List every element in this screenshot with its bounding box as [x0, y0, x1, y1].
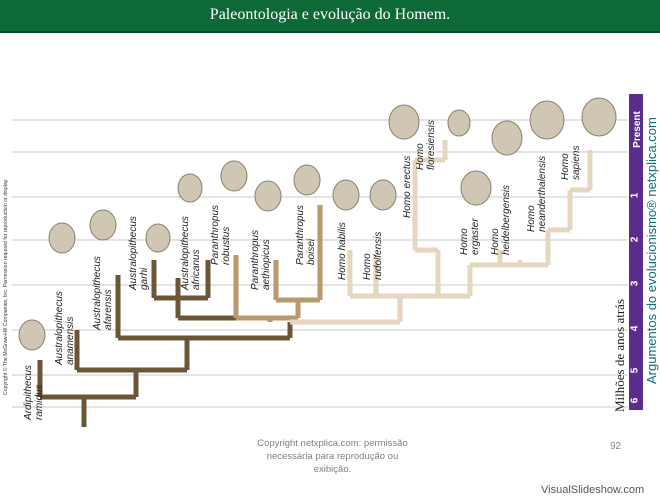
skull-markers	[18, 97, 617, 351]
skull-icon	[447, 109, 471, 137]
page-title: Paleontologia e evolução do Homem.	[209, 6, 451, 23]
footer-copyright: Copyright netxplica.com: permissão neces…	[250, 437, 415, 476]
skull-icon	[48, 222, 76, 254]
skull-icon	[254, 180, 282, 212]
time-scale-bar: Present 1 2 3 4 5 6	[629, 94, 643, 410]
species-label-erectus: Homo erectus	[402, 156, 413, 218]
species-label-floresiensis: Homofloresiensis	[415, 120, 437, 170]
skull-icon	[145, 223, 171, 253]
species-label-africanus: Australopithecusafricanus	[180, 216, 202, 291]
vertical-caption: Argumentos do evolucionismo® netxplica.c…	[644, 117, 659, 384]
scale-tick: 6	[629, 397, 641, 404]
skull-icon	[177, 173, 203, 203]
page-number: 92	[610, 441, 622, 452]
species-label-habilis: Homo habilis	[337, 222, 348, 280]
scale-tick: Present	[631, 111, 643, 148]
australopithecus-branches	[37, 260, 293, 427]
watermark: VisualSlideshow.com	[541, 484, 645, 496]
scale-tick: 4	[629, 325, 641, 332]
skull-icon	[332, 179, 360, 211]
species-label-sapiens: Homosapiens	[560, 146, 582, 180]
scale-tick: 3	[629, 280, 641, 287]
species-labels: Ardipithecusramidus Australopithecusanam…	[23, 120, 582, 421]
scale-tick: 1	[629, 192, 641, 199]
skull-icon	[491, 120, 523, 156]
species-label-boisei: Paranthropusboisei	[295, 205, 317, 265]
skull-icon	[220, 160, 248, 192]
homo-branches	[290, 140, 593, 325]
species-label-anamensis: Australopithecusanamensis	[54, 291, 76, 366]
paranthropus-branches	[233, 205, 323, 322]
species-label-ardipithecus: Ardipithecusramidus	[23, 365, 45, 421]
skull-icon	[293, 164, 321, 196]
scale-tick: 2	[629, 236, 641, 243]
skull-icon	[581, 97, 617, 137]
species-label-rudolfensis: Homorudolfensis	[362, 232, 384, 280]
species-label-heidelbergensis: Homoheidelbergensis	[490, 185, 512, 255]
title-bar	[0, 0, 660, 33]
skull-icon	[529, 100, 565, 140]
species-label-afarensis: Australopithecusafarensis	[92, 256, 114, 331]
skull-icon	[460, 170, 492, 206]
species-label-neanderthalensis: Homoneanderthalensis	[526, 156, 548, 232]
skull-icon	[89, 209, 117, 241]
skull-icon	[388, 104, 420, 140]
species-label-ergaster: Homoergaster	[459, 218, 481, 255]
species-label-aethiopicus: Paranthropusaethiopicus	[250, 230, 272, 290]
species-label-garhi: Australopithecusgarhi	[128, 216, 150, 291]
species-label-robustus: Paranthropusrobustus	[210, 205, 232, 265]
footer-line: necessária para reprodução ou exibição.	[266, 451, 399, 475]
skull-icon	[18, 319, 46, 351]
footer-line: Copyright netxplica.com: permissão	[257, 438, 408, 449]
skull-icon	[369, 179, 397, 211]
scale-label: Milhões de anos atrás	[612, 298, 627, 412]
